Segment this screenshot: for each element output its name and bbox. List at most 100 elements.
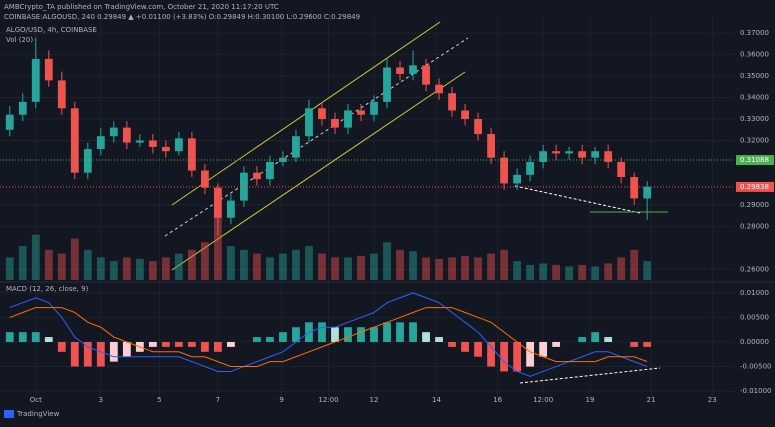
logo (4, 410, 14, 418)
volume-bar (461, 255, 469, 280)
macd-tick-label: -0.00500 (740, 363, 771, 371)
volume-bar (344, 257, 352, 280)
candle-body (148, 140, 157, 147)
volume-bar (240, 249, 248, 280)
y-tick-label: 0.36000 (740, 51, 769, 59)
candle-body (630, 176, 639, 199)
price-tag (736, 181, 774, 192)
candle-body (187, 138, 196, 171)
volume-bar (643, 261, 652, 280)
histogram-bar (174, 341, 183, 347)
histogram-bar (448, 341, 456, 347)
candle-body (591, 151, 600, 158)
volume-bar (18, 246, 27, 280)
volume-bar (552, 264, 561, 280)
candle-body (617, 161, 626, 177)
histogram-bar (44, 337, 53, 342)
candle-body (83, 149, 92, 173)
volume-bar (500, 249, 508, 280)
candle-body (18, 101, 27, 115)
volume-bar (487, 253, 495, 280)
x-tick-label: 5 (157, 396, 161, 404)
volume-bar (31, 234, 40, 280)
y-tick-label: 0.28000 (740, 222, 769, 230)
histogram-bar (357, 327, 365, 342)
volume-bar (604, 263, 613, 280)
volume-bar (213, 215, 222, 280)
candle-body (200, 170, 209, 188)
histogram-bar (591, 332, 600, 342)
x-tick-label: 23 (708, 396, 717, 404)
candle-body (331, 119, 339, 128)
volume-bar (539, 263, 548, 280)
histogram-bar (279, 332, 287, 342)
candle-body (213, 187, 222, 218)
candle-body (266, 161, 274, 180)
x-tick-label: 3 (99, 396, 103, 404)
candle-body (174, 138, 183, 152)
y-tick-label: 0.35000 (740, 72, 769, 80)
histogram-bar (461, 341, 469, 352)
volume-bar (318, 253, 326, 280)
candle-body (435, 84, 443, 94)
histogram-bar (57, 341, 66, 352)
volume-bar (591, 266, 600, 280)
volume-bar (383, 242, 391, 280)
y-tick-label: 0.29000 (740, 201, 769, 209)
histogram-bar (109, 341, 118, 362)
macd-tick-label: -0.01000 (740, 387, 771, 395)
histogram-bar (435, 337, 443, 342)
histogram-bar (292, 327, 300, 342)
volume-bar (187, 249, 196, 280)
channel-lower (171, 71, 466, 271)
histogram-bar (96, 341, 105, 367)
histogram-bar (227, 341, 235, 347)
histogram-bar (253, 337, 261, 342)
histogram-bar (148, 341, 157, 347)
volume-bar (266, 257, 274, 280)
volume-bar (305, 246, 313, 280)
volume-bar (109, 261, 118, 280)
volume-bar (57, 253, 66, 280)
candle-body (604, 151, 613, 162)
x-tick-label: 12:00 (533, 396, 553, 404)
histogram-bar (18, 332, 27, 342)
volume-bar (448, 257, 456, 280)
candle-body (500, 157, 508, 184)
candle-body (227, 200, 235, 218)
candle-body (135, 140, 144, 143)
histogram-bar (487, 341, 495, 367)
volume-bar (526, 264, 535, 280)
candle-body (292, 136, 300, 158)
volume-bar (370, 253, 378, 280)
candle-body (253, 172, 261, 180)
volume-bar (279, 253, 287, 280)
candle-body (383, 67, 391, 102)
volume-bar (513, 261, 522, 280)
volume-bar (44, 249, 53, 280)
volume-bar (292, 249, 300, 280)
candle-body (44, 58, 53, 81)
macd-tick-label: 0.01000 (740, 289, 769, 297)
volume-bar (161, 257, 170, 280)
histogram-bar (266, 337, 274, 342)
candle-body (57, 80, 66, 109)
volume-bar (70, 238, 79, 280)
histogram-bar (200, 341, 209, 352)
x-tick-label: 9 (279, 396, 283, 404)
volume-bar (83, 249, 92, 280)
candle-body (31, 58, 40, 102)
branding: TradingView (16, 410, 60, 418)
histogram-bar (31, 332, 40, 342)
histogram-bar (500, 341, 508, 372)
candle-body (357, 110, 365, 115)
volume-bar (148, 261, 157, 280)
histogram-bar (161, 341, 170, 347)
volume-bar (122, 257, 131, 280)
macd-line (9, 307, 648, 368)
histogram-bar (578, 337, 587, 342)
volume-bar (135, 258, 144, 280)
macd-tick-label: 0.00500 (740, 313, 769, 321)
macd-title: MACD (12, 26, close, 9) (6, 285, 89, 293)
histogram-bar (83, 341, 92, 367)
